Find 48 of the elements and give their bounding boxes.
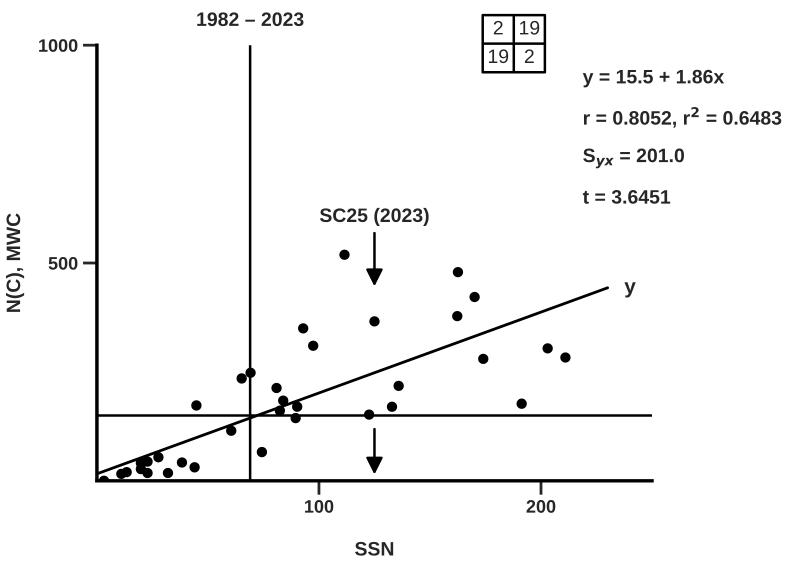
point xyxy=(516,398,527,409)
point xyxy=(308,340,318,351)
point xyxy=(278,396,288,406)
annotation: SC25 (2023) xyxy=(320,208,429,226)
point xyxy=(560,352,571,363)
point xyxy=(394,380,404,391)
point xyxy=(142,468,153,478)
y-axis-title: N(C), MWC xyxy=(6,213,24,312)
point xyxy=(236,373,247,384)
y-tick-label: 1000 xyxy=(39,39,78,52)
annotation: y = 15.5 + 1.86x xyxy=(582,70,724,88)
point xyxy=(226,426,236,436)
point xyxy=(469,292,480,302)
point xyxy=(256,446,268,458)
ref-line-label: 1982 – 2023 xyxy=(197,12,304,26)
point xyxy=(452,267,464,278)
point xyxy=(298,323,308,334)
annotation: r = 0.8052, r$^{2}$ = 0.6483 xyxy=(584,107,782,128)
point xyxy=(142,456,153,467)
point xyxy=(290,412,301,424)
point xyxy=(339,250,350,260)
annotation: 2 xyxy=(524,49,534,63)
point xyxy=(452,311,462,322)
point xyxy=(478,354,488,364)
point xyxy=(153,452,164,462)
point xyxy=(191,400,202,411)
text: 2 xyxy=(494,20,503,34)
point xyxy=(189,462,200,472)
point xyxy=(292,402,302,412)
point xyxy=(386,402,398,412)
point xyxy=(274,406,286,416)
point xyxy=(176,457,188,468)
text: 19 xyxy=(520,20,540,35)
point xyxy=(364,409,374,420)
x-axis-title: SSN xyxy=(355,542,394,556)
annotation: t = 3.6451 xyxy=(582,190,670,204)
point xyxy=(369,316,380,327)
x-tick-label: 100 xyxy=(305,500,334,513)
annotation: S$_{yx}$ = 201.0 xyxy=(583,148,684,168)
point xyxy=(271,382,282,394)
point xyxy=(162,468,174,478)
annotation: 19 xyxy=(488,49,508,64)
x-tick-label: 200 xyxy=(526,500,556,513)
point xyxy=(542,343,553,354)
y-tick-label: 500 xyxy=(48,256,78,270)
series-label: y xyxy=(624,282,636,298)
point xyxy=(122,466,132,478)
point xyxy=(245,368,256,378)
